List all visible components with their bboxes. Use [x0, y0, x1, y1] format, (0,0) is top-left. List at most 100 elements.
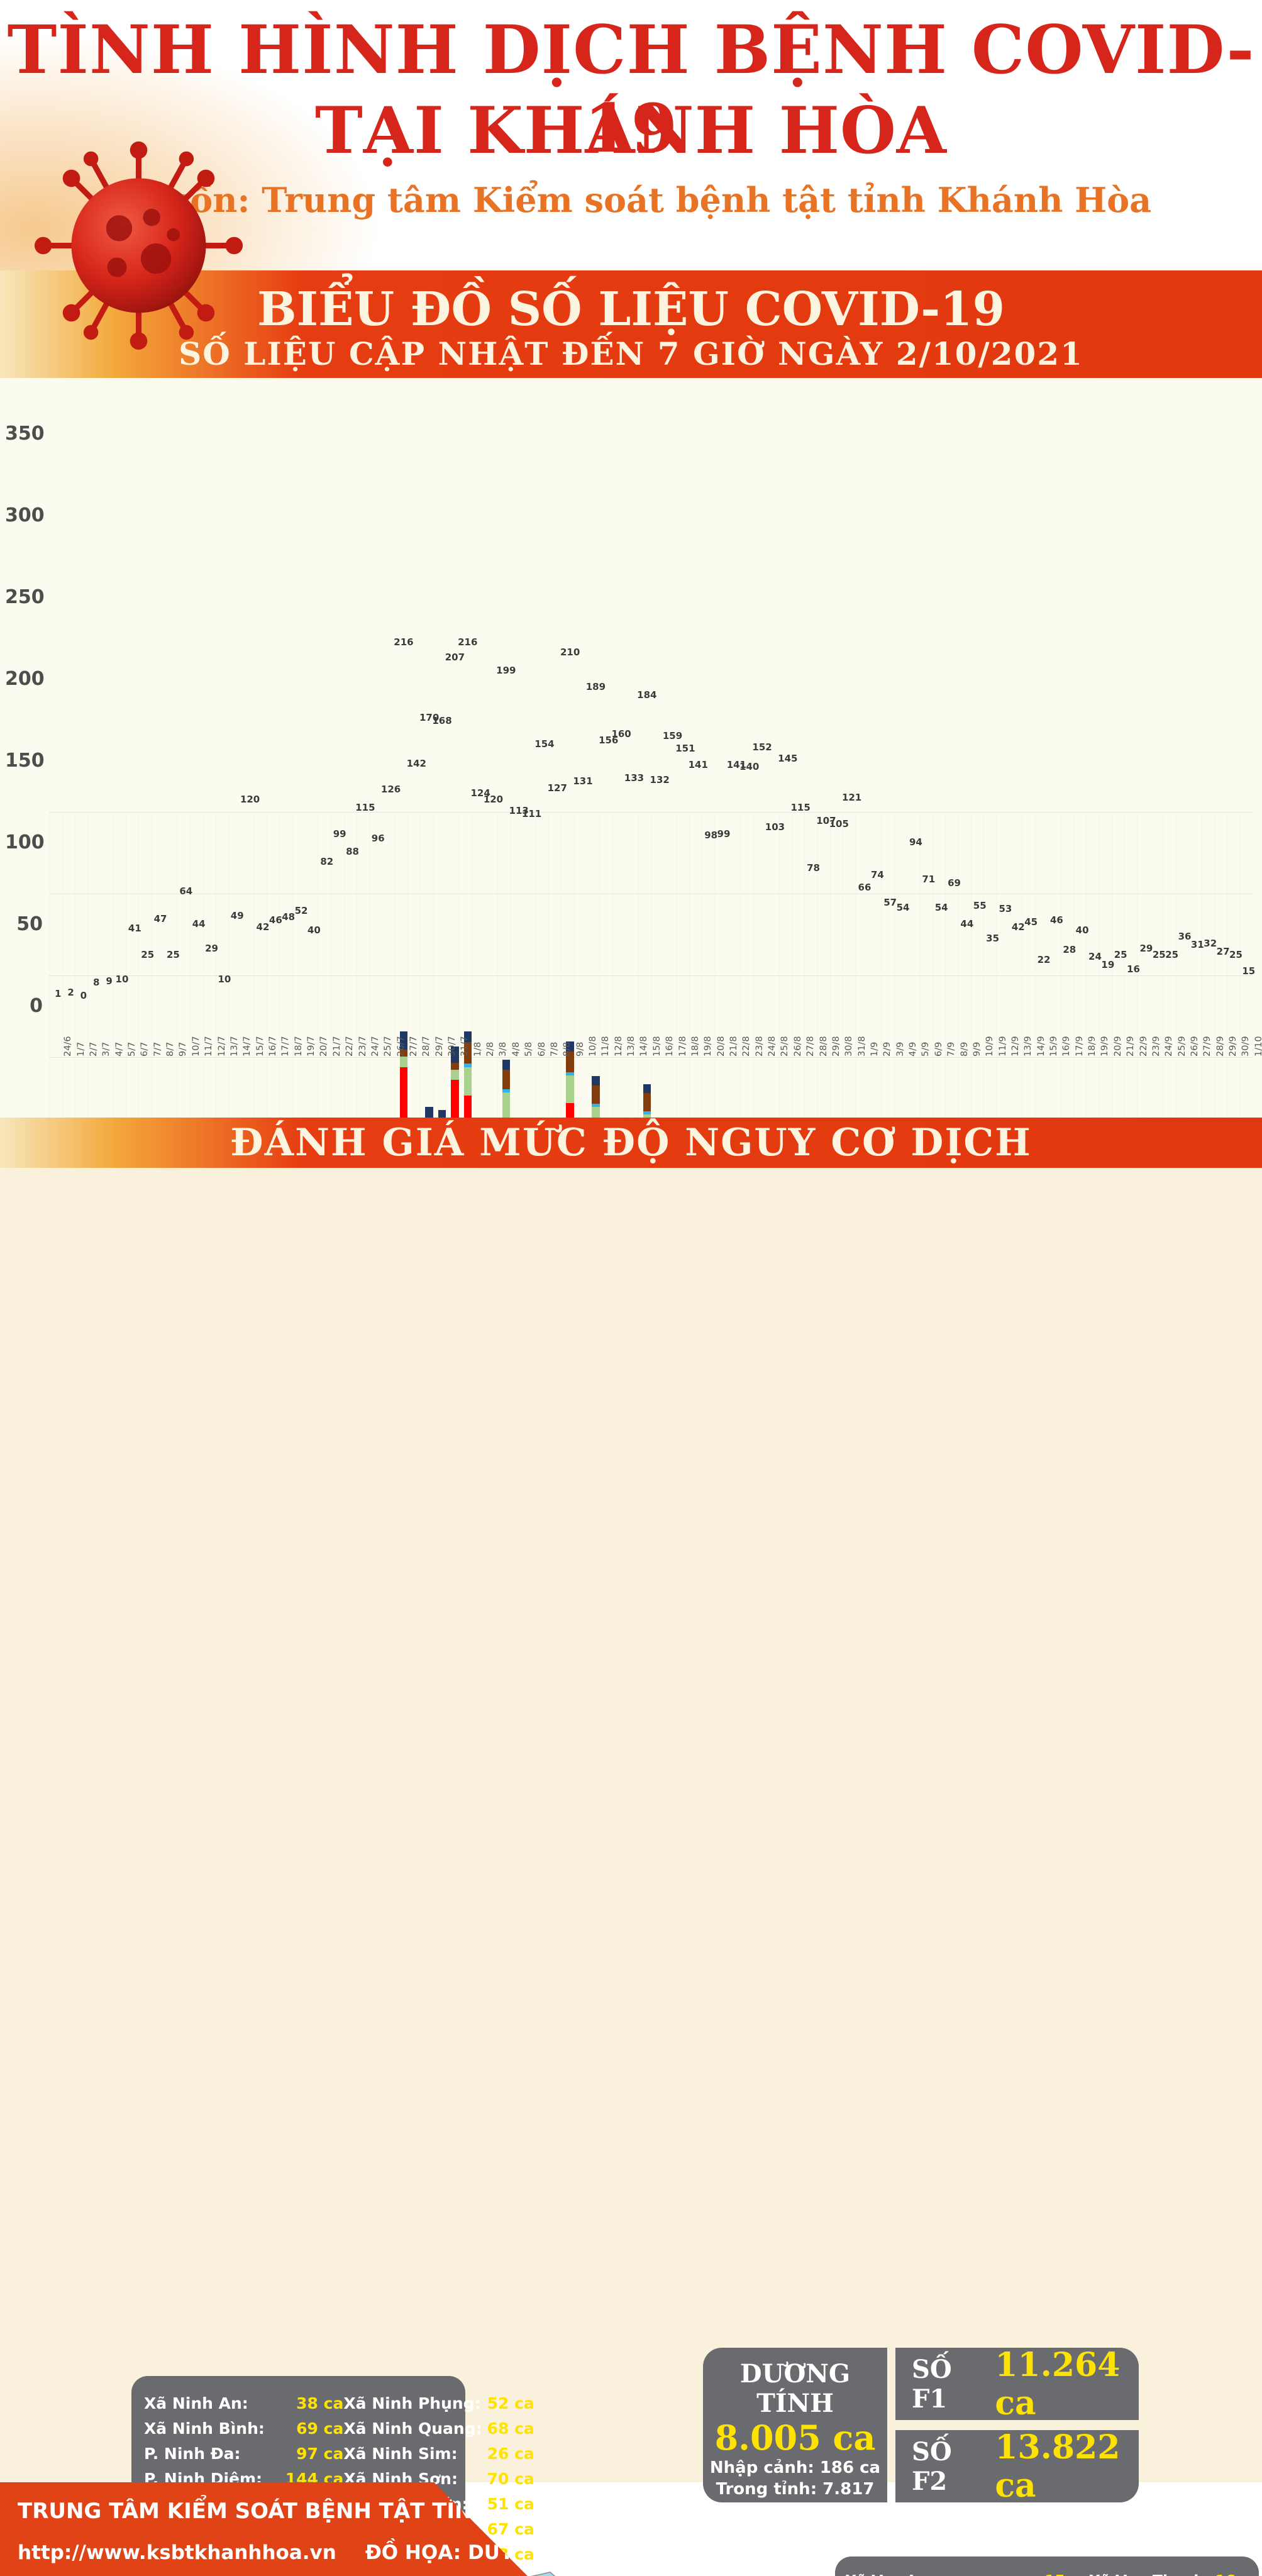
x-tick-label: 17/7 [280, 1036, 291, 1057]
x-tick-label: 6/8 [536, 1041, 547, 1057]
gridline [49, 812, 1253, 813]
x-tick-label: 26/8 [792, 1036, 803, 1057]
x-tick-label: 14/9 [1036, 1036, 1046, 1057]
locality-label: Xã Ninh Phụng: [343, 2394, 481, 2412]
x-tick-label: 24/7 [370, 1036, 380, 1057]
bar-value-label: 216 [394, 636, 414, 648]
stats-row: Xã Ninh Quang: 68 ca [343, 2416, 534, 2441]
x-tick-label: 26/7 [396, 1036, 406, 1057]
y-tick-label: 0 [30, 995, 43, 1017]
bar-value-label: 15 [1242, 965, 1256, 977]
bar-value-label: 126 [380, 784, 401, 795]
bar-value-label: 82 [320, 856, 334, 867]
x-tick-label: 6/9 [933, 1041, 944, 1057]
bar-value-label: 24 [1088, 951, 1102, 962]
bar-value-label: 25 [1229, 949, 1243, 960]
bar-value-label: 27 [1216, 946, 1230, 957]
bar-segment-h-cam-l-m [566, 1041, 574, 1052]
x-tick-label: 11/9 [997, 1036, 1008, 1057]
bar-value-label: 25 [141, 949, 155, 960]
bar-value-label: 66 [858, 882, 872, 893]
bar-value-label: 64 [179, 886, 193, 897]
x-tick-label: 12/7 [216, 1036, 227, 1057]
x-tick-label: 23/9 [1151, 1036, 1161, 1057]
bar-value-label: 124 [470, 787, 490, 799]
x-tick-label: 15/9 [1049, 1036, 1060, 1057]
x-tick-label: 8/9 [959, 1041, 970, 1057]
y-tick-label: 350 [5, 423, 45, 445]
x-tick-label: 21/9 [1126, 1036, 1136, 1057]
bar-segment-h-cam-l-m [502, 1060, 511, 1070]
coronavirus-icon [34, 141, 243, 350]
x-tick-label: 27/9 [1202, 1036, 1213, 1057]
stats-row: Xã Ninh Bình: 69 ca [144, 2416, 343, 2441]
bar-value-label: 31 [1190, 939, 1204, 950]
x-tick-label: 9/8 [575, 1041, 585, 1057]
bar-value-label: 42 [256, 921, 270, 933]
f2-box: SỐ F2 13.822 ca [895, 2428, 1139, 2505]
x-tick-label: 10/7 [191, 1036, 201, 1057]
bar-segment-h-cam-l-m [463, 1031, 472, 1042]
x-tick-label: 26/9 [1190, 1036, 1200, 1057]
bar-value-label: 121 [841, 792, 862, 803]
bar-value-label: 199 [496, 665, 516, 676]
x-tick-label: 13/9 [1023, 1036, 1034, 1057]
y-tick-label: 250 [5, 586, 45, 608]
bar-segment-h-v-n-ninh [502, 1092, 511, 1118]
positive-cases-box: DƯƠNG TÍNH 8.005 ca Nhập cảnh: 186 ca Tr… [703, 2348, 887, 2520]
footer-bar: TRUNG TÂM KIỂM SOÁT BỆNH TẬT TỈNH KHÁNH … [0, 2482, 528, 2576]
x-tick-label: 19/7 [306, 1036, 317, 1057]
positive-label: DƯƠNG TÍNH [739, 2359, 851, 2418]
bar-value-label: 42 [1011, 921, 1025, 933]
bar-value-label: 47 [153, 913, 167, 924]
x-tick-label: 29/7 [434, 1036, 445, 1057]
case-count: 97 ca [296, 2445, 344, 2463]
stats-column: Xã Vạn Phước:22 caChốt kiểm soát:1 ca [1259, 2567, 1262, 2576]
bar-value-label: 25 [166, 949, 180, 960]
locality-label: Xã Vạn Thạnh: [1089, 2567, 1210, 2576]
x-tick-label: 27/7 [408, 1036, 419, 1057]
x-tick-label: 2/8 [485, 1041, 496, 1057]
bar-value-label: 8 [93, 977, 100, 988]
x-tick-label: 18/8 [690, 1036, 700, 1057]
bar-value-label: 32 [1204, 938, 1217, 949]
bar-value-label: 189 [585, 681, 606, 692]
x-tick-label: 4/7 [114, 1041, 125, 1057]
bar-value-label: 210 [560, 647, 580, 658]
x-tick-label: 23/7 [357, 1036, 368, 1057]
bar-value-label: 141 [726, 759, 746, 770]
x-tick-label: 29/9 [1228, 1036, 1239, 1057]
bar-value-label: 52 [294, 905, 308, 916]
bar-value-label: 10 [218, 974, 231, 985]
bar-value-label: 131 [573, 775, 593, 787]
case-count: 67 ca [487, 2520, 534, 2538]
bar-value-label: 55 [973, 900, 987, 911]
y-tick-label: 150 [5, 750, 45, 772]
bar-value-label: 10 [115, 974, 129, 985]
x-tick-label: 1/8 [472, 1041, 483, 1057]
bar-value-label: 29 [205, 943, 218, 954]
chart-banner: BIỂU ĐỒ SỐ LIỆU COVID-19 SỐ LIỆU CẬP NHẬ… [0, 270, 1262, 378]
f2-value: 13.822 ca [995, 2428, 1121, 2505]
bar-value-label: 44 [192, 918, 206, 930]
x-tick-label: 17/9 [1074, 1036, 1085, 1057]
x-tick-label: 28/8 [818, 1036, 829, 1057]
bar-value-label: 1 [54, 988, 62, 999]
x-tick-label: 27/8 [805, 1036, 816, 1057]
footer-links: http://www.ksbtkhanhhoa.vn ĐỒ HỌA: DUY L… [18, 2541, 528, 2564]
x-tick-label: 23/8 [754, 1036, 765, 1057]
stats-row: Xã Ninh Sim: 26 ca [343, 2441, 534, 2467]
bar-value-label: 29 [1139, 943, 1153, 954]
x-tick-label: 3/8 [498, 1041, 509, 1057]
x-tick-label: 11/8 [601, 1036, 611, 1057]
x-tick-label: 17/8 [677, 1036, 688, 1057]
x-tick-label: 25/9 [1176, 1036, 1187, 1057]
bar-value-label: 46 [1049, 914, 1063, 926]
x-tick-label: 3/9 [895, 1041, 905, 1057]
bar-value-label: 141 [688, 759, 708, 770]
bar-segment-h-di-n-kh-nh [643, 1093, 651, 1111]
bar-value-label: 115 [355, 802, 375, 813]
bar-segment-h-di-n-kh-nh [502, 1070, 511, 1089]
